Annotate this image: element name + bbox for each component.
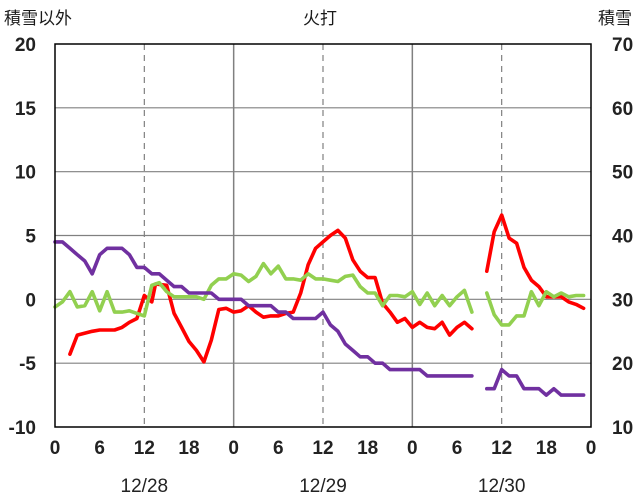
left-tick-label: 0 [25, 290, 36, 311]
x-tick-label: 18 [536, 438, 557, 459]
left-tick-label: -5 [19, 354, 36, 375]
x-tick-label: 18 [357, 438, 378, 459]
x-tick-label: 0 [228, 438, 239, 459]
left-axis-label: 積雪以外 [4, 9, 72, 29]
grid-layer [55, 44, 591, 427]
x-tick-label: 6 [273, 438, 284, 459]
x-tick-label: 0 [407, 438, 418, 459]
left-tick-label: 10 [15, 163, 36, 184]
right-tick-label: 50 [612, 163, 633, 184]
series-2-line [53, 240, 474, 378]
left-tick-label: 20 [15, 35, 36, 56]
right-tick-label: 40 [612, 227, 633, 248]
plot-border [54, 43, 592, 428]
x-date-label: 12/30 [478, 476, 526, 497]
x-tick-label: 6 [94, 438, 105, 459]
x-tick-label: 12 [134, 438, 155, 459]
series-layer [53, 213, 586, 397]
right-tick-label: 70 [612, 35, 633, 56]
x-tick-label: 6 [452, 438, 463, 459]
right-tick-label: 20 [612, 354, 633, 375]
x-tick-label: 0 [50, 438, 61, 459]
series-1-line [484, 289, 586, 327]
x-date-label: 12/28 [121, 476, 169, 497]
plot-frame [54, 43, 592, 428]
chart-title: 火打 [303, 9, 337, 29]
left-tick-label: 15 [15, 99, 37, 120]
right-tick-label: 30 [612, 290, 633, 311]
x-tick-label: 18 [178, 438, 199, 459]
series-1-line [53, 261, 474, 318]
x-tick-label: 0 [586, 438, 597, 459]
right-tick-label: 60 [612, 99, 633, 120]
series-0-line [484, 213, 586, 311]
left-tick-label: -10 [9, 418, 36, 439]
left-tick-label: 5 [25, 227, 36, 248]
series-2-line [484, 367, 586, 397]
x-tick-label: 12 [312, 438, 333, 459]
x-tick-label: 12 [491, 438, 512, 459]
right-tick-label: 10 [612, 418, 633, 439]
right-axis-label: 積雪 [598, 9, 632, 29]
x-date-label: 12/29 [299, 476, 347, 497]
